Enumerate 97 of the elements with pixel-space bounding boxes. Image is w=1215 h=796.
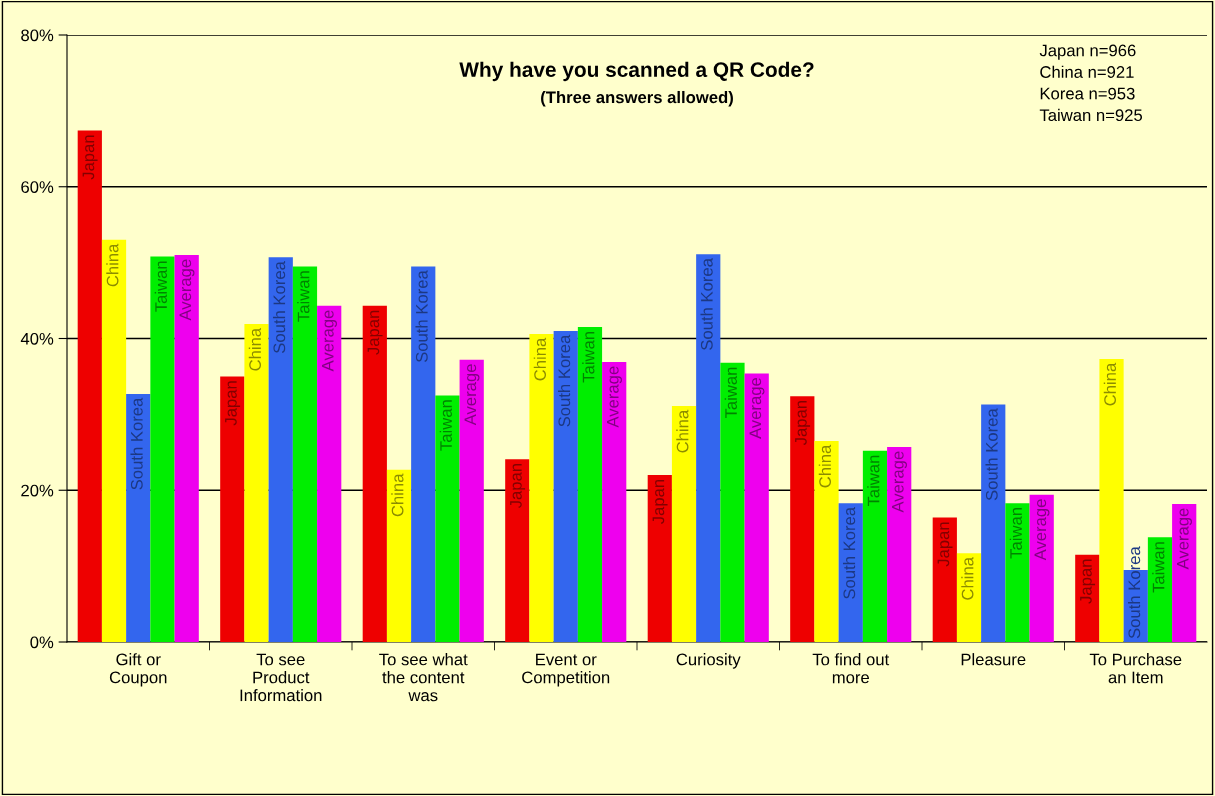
text: Taiwan <box>867 455 880 507</box>
bar <box>696 254 721 642</box>
bar <box>1075 554 1100 642</box>
text: South Korea <box>272 261 286 353</box>
text: China <box>391 473 404 517</box>
bar <box>932 517 957 642</box>
text: Average <box>322 310 337 372</box>
bar <box>505 459 530 642</box>
bar <box>77 130 102 642</box>
text: South Korea <box>1127 546 1141 639</box>
bar <box>220 376 245 642</box>
text: China <box>676 409 689 453</box>
x-tick-label: To see what the content was <box>379 653 468 702</box>
text: Average <box>179 259 195 321</box>
text: Japan <box>652 479 668 525</box>
bar <box>317 305 342 642</box>
bar <box>671 406 697 642</box>
text: Average <box>892 451 907 513</box>
text: Average <box>464 364 480 426</box>
bar <box>1099 358 1124 642</box>
text: China <box>248 327 261 371</box>
x-tick-label: Pleasure <box>961 653 1026 666</box>
text: Japan <box>795 401 811 446</box>
x-tick-label: Event or Competition <box>522 653 610 687</box>
bar <box>956 553 982 642</box>
text: South Korea <box>842 506 856 599</box>
x-tick-label: To find out more <box>812 653 890 684</box>
text: Japan <box>1080 559 1096 604</box>
text: Japan <box>367 310 383 355</box>
y-tick-label: 60% <box>21 181 54 193</box>
text: South Korea <box>700 258 713 350</box>
bar <box>553 330 578 642</box>
y-tick-label: 20% <box>21 484 54 497</box>
bar <box>244 324 269 642</box>
text: China <box>106 243 119 287</box>
text: Average <box>1034 499 1050 561</box>
bar <box>790 396 815 642</box>
bar <box>981 404 1006 642</box>
bar <box>435 395 460 642</box>
bar <box>602 362 627 642</box>
bar <box>577 327 603 642</box>
y-tick-label: 40% <box>20 332 54 345</box>
text: Japan <box>225 381 241 426</box>
bar <box>459 359 484 642</box>
bar <box>386 469 412 642</box>
y-tick-label: 0% <box>30 636 54 649</box>
text: Average <box>1177 508 1192 570</box>
bar <box>268 257 293 642</box>
bar <box>362 305 387 642</box>
bar <box>1172 503 1197 642</box>
text: Taiwan <box>154 261 167 312</box>
bar <box>411 266 436 642</box>
text: Taiwan <box>1009 508 1022 559</box>
annotation: Korea n=953 <box>1040 87 1135 100</box>
y-tick-label: 80% <box>21 29 54 42</box>
bar <box>1005 503 1030 642</box>
series-label: Japan <box>510 464 526 509</box>
text: Average <box>749 377 765 439</box>
text: South Korea <box>557 334 571 427</box>
x-tick-label: To see Product Information <box>240 653 322 702</box>
text: (Three answers allowed) <box>541 90 733 107</box>
series-label: China <box>961 557 974 600</box>
bar <box>529 333 554 642</box>
bar <box>744 373 769 642</box>
annotation: China n=921 <box>1040 65 1134 78</box>
series-label: Taiwan <box>297 271 310 322</box>
bar <box>1029 494 1054 642</box>
text: China <box>818 444 831 488</box>
text: Why have you scanned a QR Code? <box>459 61 814 82</box>
text: China <box>533 337 546 381</box>
bar <box>1147 537 1173 642</box>
bar <box>887 447 912 642</box>
text: Taiwan <box>724 367 737 419</box>
bar <box>814 440 839 642</box>
bar <box>174 255 199 642</box>
text: South Korea <box>985 408 998 501</box>
x-tick-label: Gift or Coupon <box>109 653 167 687</box>
text: China <box>1103 362 1116 406</box>
text: Japan <box>82 135 98 180</box>
text: Taiwan <box>1152 542 1165 593</box>
bar <box>126 393 151 642</box>
x-tick-label: Curiosity <box>676 653 741 669</box>
bar <box>101 239 127 642</box>
text: Taiwan <box>582 331 595 383</box>
bar <box>862 450 888 642</box>
text: Taiwan <box>439 400 452 451</box>
bar <box>292 266 318 642</box>
text: Japan <box>937 522 953 567</box>
annotation: Taiwan n=925 <box>1039 108 1143 122</box>
x-tick-label: To Purchase an Item <box>1089 653 1182 684</box>
series-label: South Korea <box>415 270 428 363</box>
text: South Korea <box>130 397 143 490</box>
bar <box>647 475 672 642</box>
bar <box>150 256 175 642</box>
bar <box>720 362 745 642</box>
series-label: Average <box>607 366 622 428</box>
annotation: Japan n=966 <box>1039 44 1136 60</box>
